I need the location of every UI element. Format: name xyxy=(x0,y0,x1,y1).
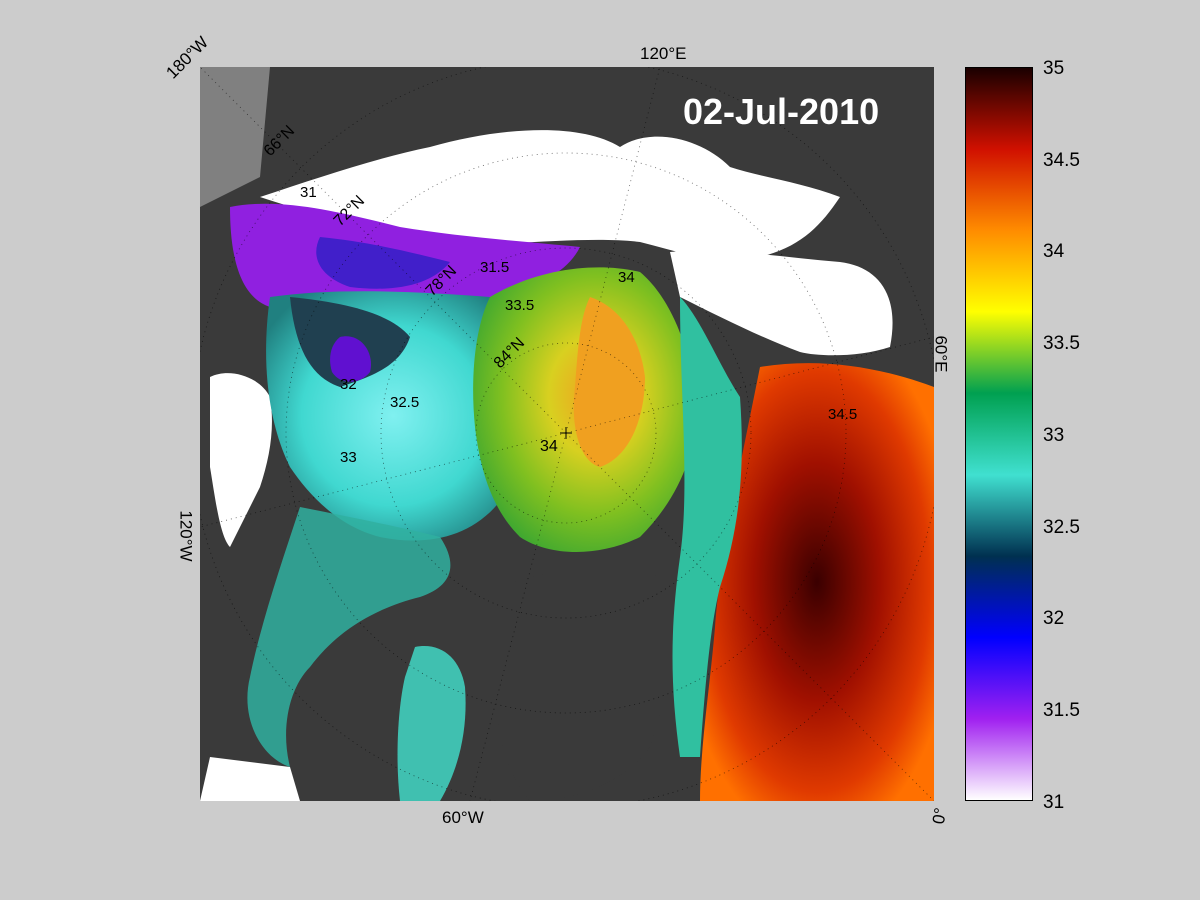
lon-label-60e: 60°E xyxy=(931,335,951,373)
baffin-water xyxy=(397,646,466,801)
colorbar-tick-34: 34 xyxy=(1043,241,1065,262)
greenland xyxy=(496,568,671,801)
land-shadow xyxy=(200,67,270,207)
sea-ice xyxy=(260,130,840,261)
contour-label: 33.5 xyxy=(505,297,534,314)
lon-label-60w: 60°W xyxy=(442,808,484,827)
sea-ice-west xyxy=(210,373,272,547)
sea-ice-east xyxy=(670,250,893,356)
colorbar xyxy=(965,67,1033,801)
contour-label: 32.5 xyxy=(390,394,419,411)
contour-label: 31.5 xyxy=(480,259,509,276)
colorbar-tick-33-5: 33.5 xyxy=(1043,333,1080,354)
archipelago-water xyxy=(247,507,451,767)
contour-label: 34 xyxy=(618,269,635,286)
pole-label: 34 xyxy=(540,438,558,455)
contour-label: 32 xyxy=(340,376,357,393)
graticule xyxy=(200,67,934,801)
lon-label-120w: 120°W xyxy=(176,510,196,562)
colorbar-tick-33: 33 xyxy=(1043,425,1065,446)
north-pole-marker xyxy=(560,427,572,439)
lon-label-0: 0° xyxy=(928,806,951,826)
atlantic-water xyxy=(700,363,934,801)
colorbar-tick-31-5: 31.5 xyxy=(1043,700,1080,721)
purple-eddy xyxy=(330,336,371,382)
salinity-map: 66°N 72°N 78°N 84°N 34 31 31.5 32 32.5 3… xyxy=(200,67,934,801)
date-label: 02-Jul-2010 xyxy=(683,91,880,132)
fresh-water-blue xyxy=(316,237,450,289)
colorbar-tick-35: 35 xyxy=(1043,58,1065,79)
colorbar-tick-31: 31 xyxy=(1043,792,1065,813)
contour-label: 34.5 xyxy=(828,406,857,423)
kara-strip xyxy=(672,297,742,757)
lon-label-120e: 120°E xyxy=(640,44,687,63)
colorbar-tick-32-5: 32.5 xyxy=(1043,517,1080,538)
contour-label: 31 xyxy=(300,184,317,201)
colorbar-tick-32: 32 xyxy=(1043,608,1065,629)
sea-ice-sw xyxy=(200,757,300,801)
orange-core xyxy=(573,297,645,467)
contour-label: 33 xyxy=(340,449,357,466)
colorbar-tick-34-5: 34.5 xyxy=(1043,150,1080,171)
